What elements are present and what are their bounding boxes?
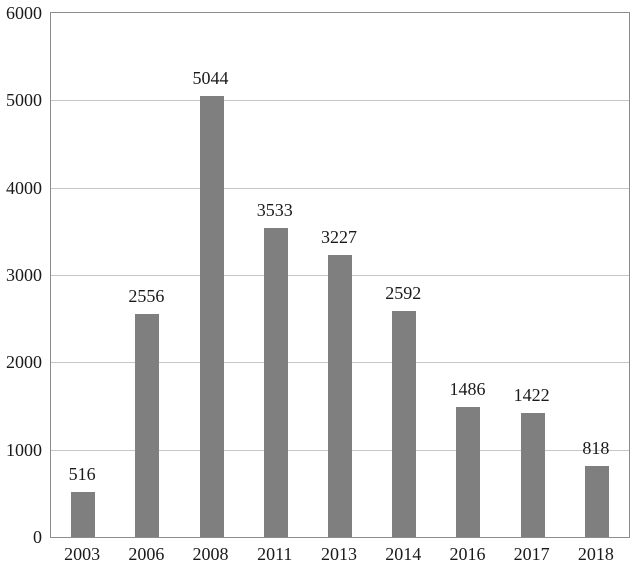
bar — [520, 413, 545, 537]
x-tick-label: 2018 — [577, 544, 614, 564]
bar — [199, 96, 224, 537]
y-tick-label: 5000 — [6, 90, 42, 111]
bar-value-label: 3227 — [321, 227, 357, 247]
bar-value-label: 1486 — [449, 379, 486, 399]
x-tick-label: 2017 — [513, 544, 550, 564]
bar — [328, 255, 352, 537]
x-tick-label: 2006 — [128, 544, 165, 564]
bar — [263, 228, 288, 537]
bar — [584, 466, 609, 537]
bar — [135, 314, 160, 537]
gridline — [51, 187, 629, 189]
bar-value-label: 2556 — [128, 286, 165, 306]
bar-value-label: 2592 — [385, 283, 422, 303]
y-tick-label: 3000 — [6, 265, 42, 285]
y-tick-label: 0 — [33, 527, 42, 547]
x-tick-label: 2003 — [64, 544, 101, 564]
bar-value-label: 3533 — [256, 200, 293, 220]
bar — [392, 311, 417, 537]
bar-value-label: 818 — [582, 438, 610, 458]
bar — [456, 407, 481, 537]
bar — [71, 492, 96, 537]
x-tick-label: 2011 — [257, 544, 293, 564]
x-tick-label: 2014 — [385, 544, 422, 564]
y-tick-label: 1000 — [6, 439, 42, 460]
y-tick-label: 6000 — [6, 3, 42, 23]
bar-value-label: 516 — [68, 464, 96, 484]
bar-value-label: 5044 — [192, 68, 229, 88]
bar-value-label: 1422 — [513, 385, 550, 405]
x-tick-label: 2013 — [321, 544, 357, 564]
gridline — [51, 100, 629, 102]
y-tick-label: 2000 — [6, 352, 42, 373]
plot-area — [50, 12, 630, 538]
x-tick-label: 2016 — [449, 544, 486, 564]
y-tick-label: 4000 — [6, 177, 42, 198]
x-tick-label: 2008 — [192, 544, 229, 564]
